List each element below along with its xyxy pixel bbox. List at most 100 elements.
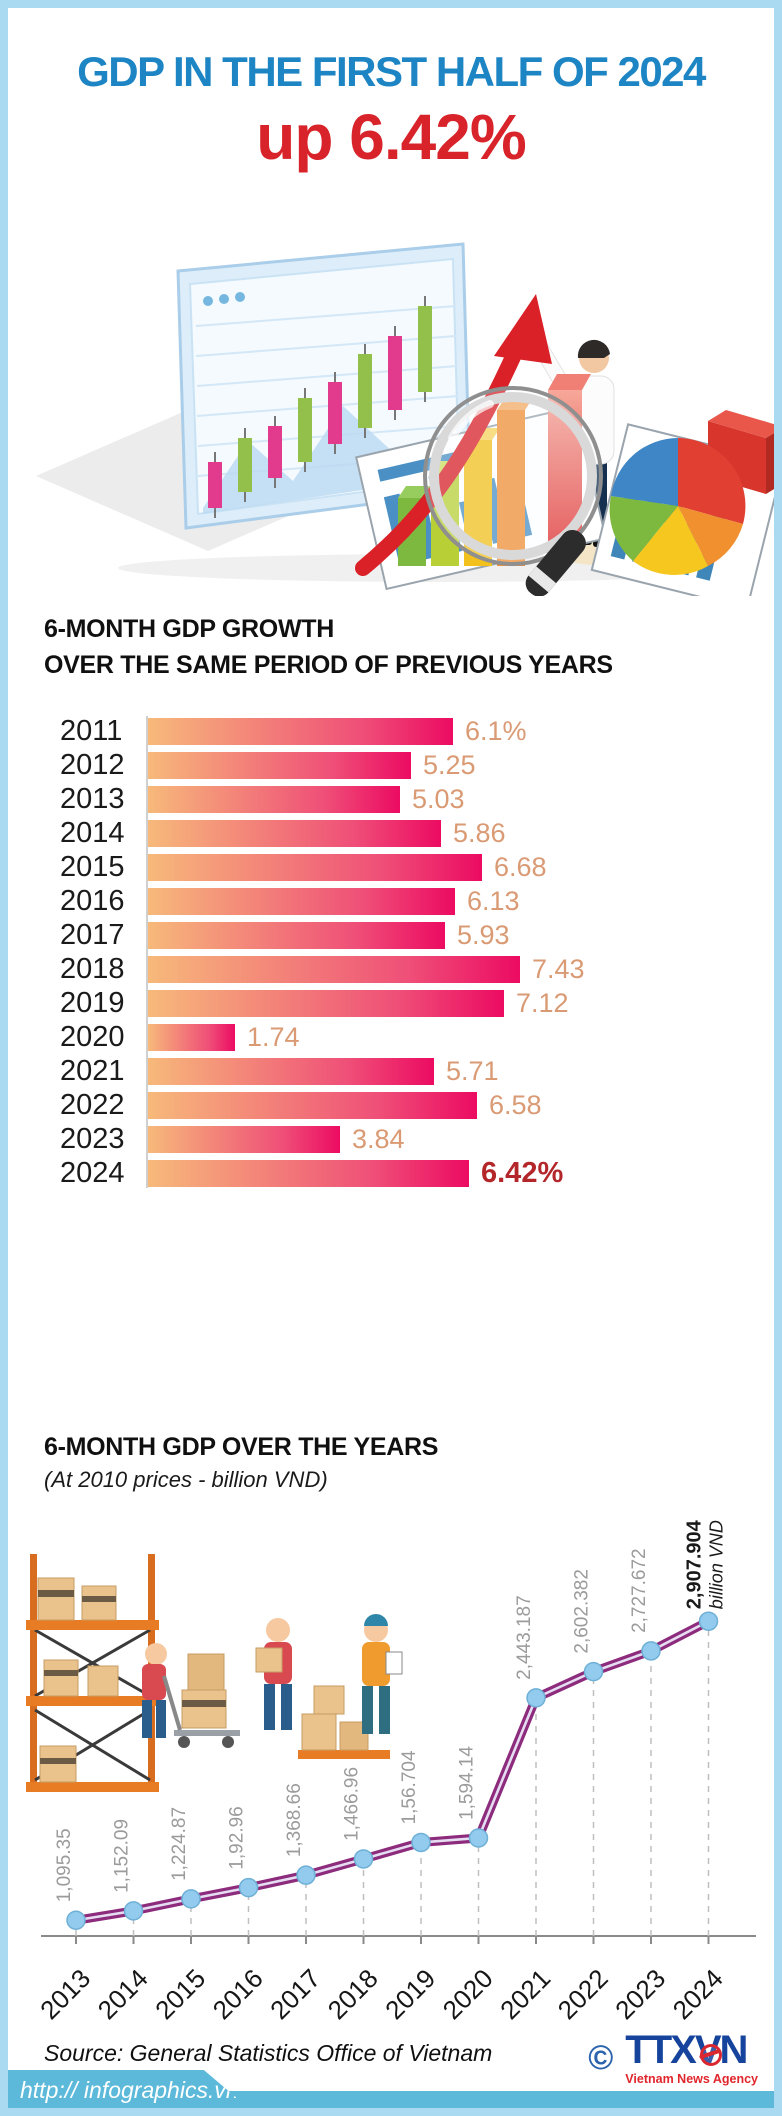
website-link[interactable]: http:// infographics.vn [8, 2070, 258, 2108]
gridlines [75, 1629, 710, 1944]
x-axis-labels: 2013201420152016201720182019202020212022… [34, 1963, 729, 2025]
bar-year-label: 2012 [60, 748, 125, 781]
gdp-growth-row: 2011 6.1% [16, 714, 774, 748]
point-value-label: 1,92.96 [227, 1806, 248, 1869]
x-axis-label: 2016 [207, 1963, 269, 2025]
data-point [641, 1641, 661, 1661]
agency-name: Vietnam News Agency [625, 2072, 758, 2086]
pie-chart-icon [609, 410, 774, 575]
bar-value-label: 7.43 [532, 953, 585, 984]
point-value-label: 1,56.704 [399, 1750, 420, 1824]
gdp-growth-bar [148, 921, 445, 949]
x-axis-label: 2024 [667, 1963, 729, 2025]
point-value-label: 1,466.96 [342, 1767, 363, 1841]
gdp-growth-bar [148, 751, 411, 779]
bar-year-label: 2019 [60, 986, 125, 1019]
growth-headline: up 6.42% [256, 101, 526, 173]
data-point [123, 1901, 144, 1921]
x-axis-label: 2021 [494, 1963, 556, 2025]
growth-chart-title: 6-MONTH GDP GROWTH OVER THE SAME PERIOD … [44, 612, 613, 683]
gdp-growth-row: 2015 6.68 [16, 850, 774, 884]
final-point-unit: billion VND [707, 1520, 727, 1609]
data-point [181, 1889, 201, 1909]
gdp-line-chart: 1,095.35 1,152.09 1,224.87 1,92.96 1,368.66 1… [26, 1519, 756, 2025]
x-axis-label: 2014 [92, 1963, 154, 2025]
bar-track: 6.58 [146, 1089, 774, 1120]
bar-value-label: 6.58 [489, 1089, 542, 1120]
bar-value-label: 3.84 [352, 1123, 405, 1154]
bar-value-label: 7.12 [516, 987, 569, 1018]
gdp-growth-row: 2022 6.58 [16, 1088, 774, 1122]
gdp-growth-bar [148, 717, 453, 745]
bar-year-label: 2018 [60, 952, 125, 985]
gdp-growth-row: 2023 3.84 [16, 1122, 774, 1156]
point-value-label: 1,095.35 [54, 1828, 75, 1902]
bar-year-label: 2022 [60, 1088, 125, 1121]
bar-year-label: 2011 [60, 714, 123, 747]
gdp-growth-row: 2016 6.13 [16, 884, 774, 918]
gdp-growth-bar [148, 785, 400, 813]
growth-analysis-illustration [36, 242, 774, 596]
growth-arrow-icon [355, 294, 552, 576]
gdp-growth-row: 2018 7.43 [16, 952, 774, 986]
bar-value-label: 6.1% [465, 715, 527, 746]
point-value-label: 2,443.187 [514, 1595, 535, 1680]
agency-acronym: TTXVN [625, 2028, 748, 2072]
bar-value-label: 5.93 [457, 919, 510, 950]
data-point [583, 1661, 604, 1682]
bar-year-label: 2023 [60, 1122, 125, 1155]
data-point [296, 1865, 316, 1885]
gdp-growth-row: 2020 1.74 [16, 1020, 774, 1054]
bar-track: 6.13 [146, 886, 774, 916]
gdp-growth-row: 2019 7.12 [16, 986, 774, 1020]
bar-year-label: 2015 [60, 850, 125, 883]
gdp-growth-row: 2014 5.86 [16, 816, 774, 850]
bar-track: 3.84 [146, 1123, 774, 1154]
point-value-label: 1,224.87 [169, 1807, 190, 1881]
gdp-growth-bar [148, 1091, 477, 1119]
point-value-label: 2,727.672 [629, 1548, 650, 1633]
magnifying-glass-icon [423, 386, 603, 596]
gdp-growth-row: 2024 6.42% [16, 1156, 774, 1190]
gdp-growth-bar [148, 955, 520, 983]
page-title: GDP IN THE FIRST HALF OF 2024 [77, 48, 706, 95]
bar-track: 7.43 [146, 953, 774, 984]
bar-track: 5.25 [146, 750, 774, 780]
gdp-growth-bar [148, 1159, 469, 1187]
agency-logo: © TTXVN Vietnam News Agency [588, 2030, 758, 2086]
gdp-growth-row: 2013 5.03 [16, 782, 774, 816]
final-point-value: 2,907.904 [684, 1519, 706, 1609]
source-note: Source: General Statistics Office of Vie… [44, 2040, 493, 2066]
x-axis-label: 2019 [379, 1963, 441, 2025]
x-axis-label: 2015 [149, 1963, 211, 2025]
gdp-growth-bar [148, 1057, 434, 1085]
point-value-labels: 1,095.35 1,152.09 1,224.87 1,92.96 1,368.66 1… [54, 1519, 727, 1902]
gdp-growth-row: 2012 5.25 [16, 748, 774, 782]
bar-track: 7.12 [146, 987, 774, 1018]
gdp-line-points [66, 1611, 719, 1931]
data-point [66, 1910, 86, 1931]
gdp-growth-bar [148, 1023, 235, 1051]
gdp-growth-chart: 2011 6.1% 2012 5.25 2013 5.03 2014 5.86 2015 6.68… [16, 714, 774, 1190]
x-axis-label: 2020 [437, 1963, 499, 2025]
growth-chart-title-line1: 6-MONTH GDP GROWTH [44, 615, 334, 643]
point-value-label: 1,594.14 [457, 1746, 478, 1820]
bar-year-label: 2024 [60, 1156, 125, 1189]
data-point [411, 1832, 431, 1853]
data-point [353, 1849, 374, 1869]
copyright-symbol: © [588, 2038, 614, 2077]
bar-year-label: 2013 [60, 782, 125, 815]
bar-value-label: 5.86 [453, 817, 506, 848]
x-axis-label: 2023 [609, 1963, 671, 2025]
gdp-growth-bar [148, 989, 504, 1017]
data-point [698, 1611, 719, 1631]
data-point [468, 1828, 489, 1848]
gdp-growth-bar [148, 819, 441, 847]
data-point [526, 1688, 546, 1708]
gdp-chart-title: 6-MONTH GDP OVER THE YEARS [44, 1433, 439, 1461]
point-value-label: 1,152.09 [112, 1819, 133, 1893]
bar-value-label: 6.68 [494, 851, 547, 882]
x-axis-label: 2022 [552, 1963, 614, 2025]
bar-track: 5.71 [146, 1056, 774, 1086]
